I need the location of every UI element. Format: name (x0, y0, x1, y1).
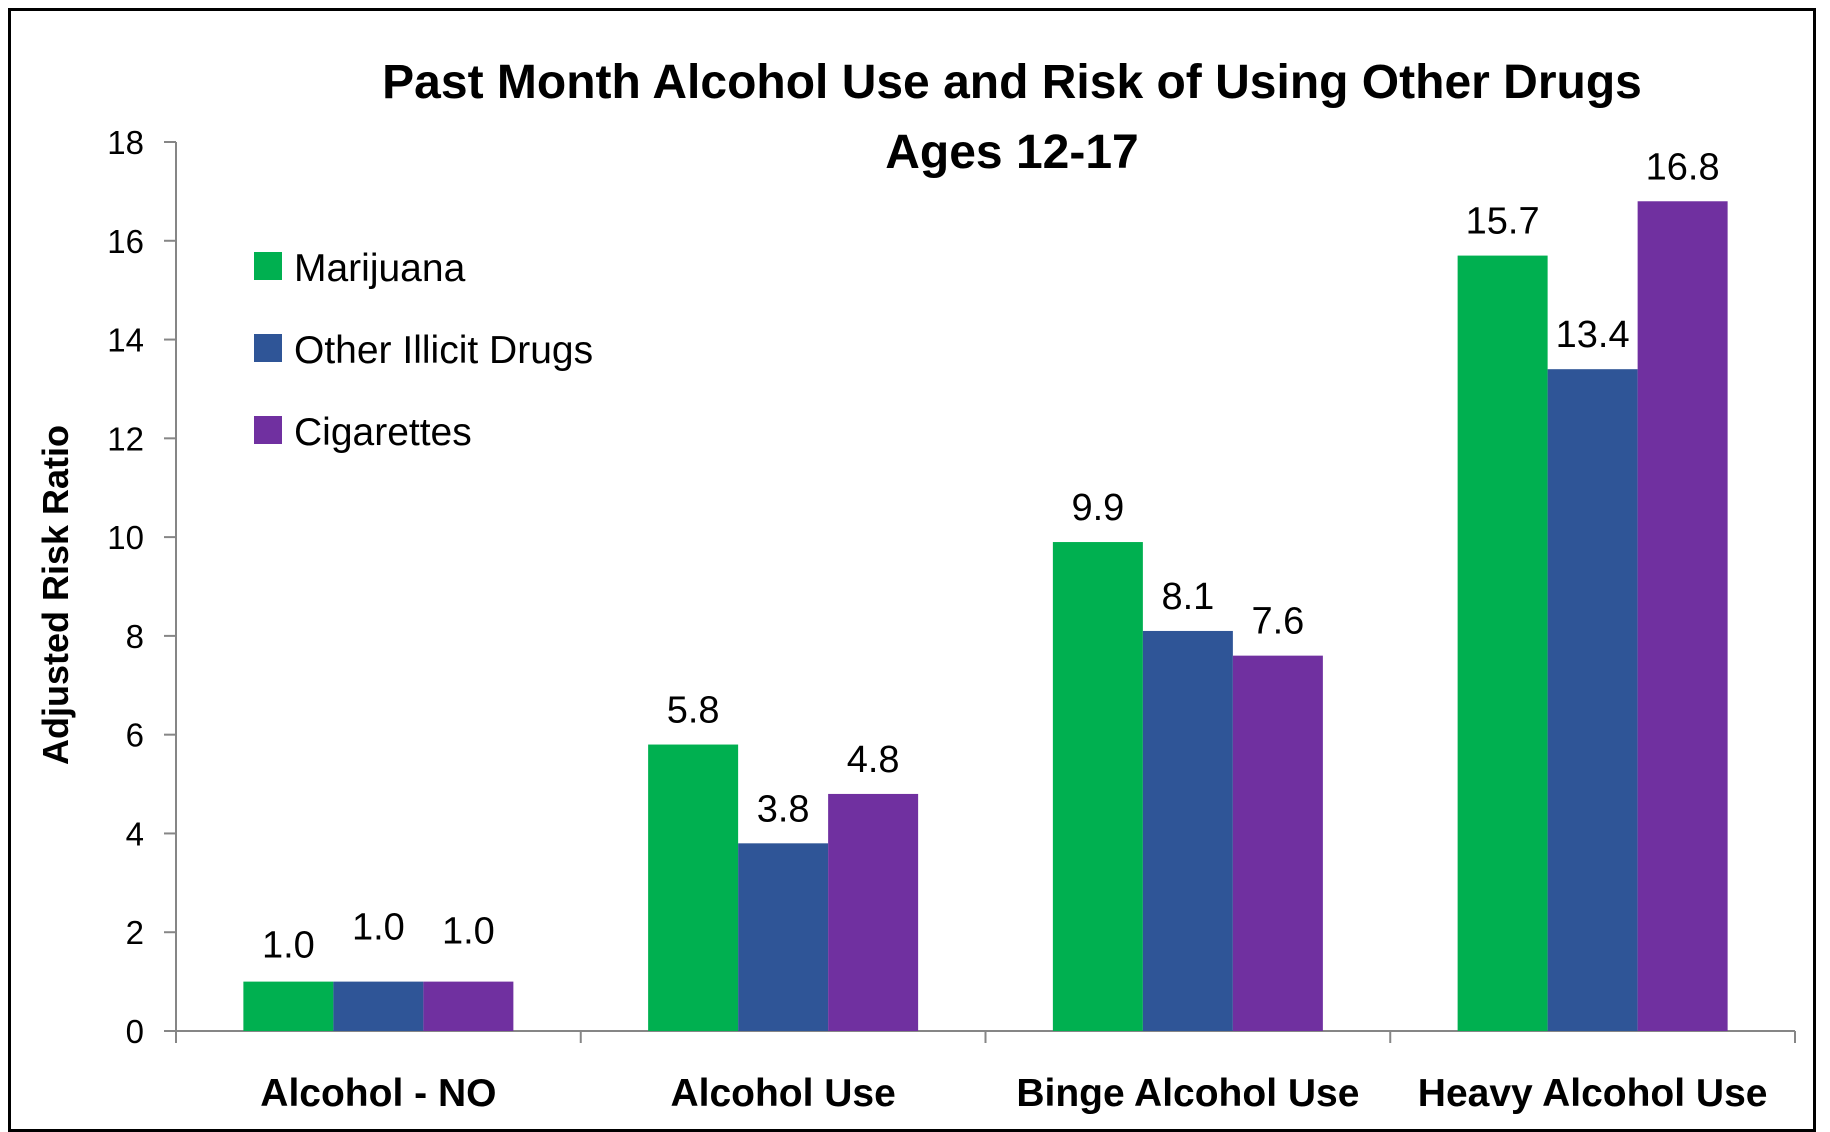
bar-marijuana (1457, 255, 1548, 1031)
bar-other-illicit-drugs (1142, 630, 1233, 1031)
y-tick-label: 8 (126, 618, 144, 655)
data-label: 16.8 (1646, 146, 1720, 188)
legend-label: Other Illicit Drugs (294, 329, 593, 372)
axes: 0 2 4 6 8 10 12 14 16 18 Alcohol - NO Alcohol Use Bi… (107, 124, 1796, 1115)
data-label: 3.8 (757, 788, 810, 830)
legend-swatch-other-illicit-drugs (254, 334, 282, 362)
legend-label: Cigarettes (294, 411, 472, 454)
legend: Marijuana Other Illicit Drugs Cigarettes (254, 247, 593, 454)
bar-cigarettes (1232, 655, 1323, 1031)
y-tick-label: 0 (126, 1013, 144, 1050)
data-label: 7.6 (1251, 601, 1304, 643)
bar-other-illicit-drugs (1547, 369, 1638, 1031)
bar-marijuana (243, 981, 334, 1031)
data-label: 15.7 (1466, 201, 1540, 243)
x-category-label: Alcohol - NO (260, 1072, 496, 1115)
bars-group (243, 201, 1728, 1031)
data-label: 1.0 (442, 911, 495, 953)
legend-swatch-marijuana (254, 252, 282, 280)
y-tick-label: 2 (126, 914, 144, 951)
legend-swatch-cigarettes (254, 416, 282, 444)
y-tick-label: 14 (107, 322, 144, 359)
data-label: 13.4 (1556, 314, 1630, 356)
x-category-label: Binge Alcohol Use (1016, 1072, 1359, 1115)
y-tick-label: 4 (126, 815, 144, 852)
data-label: 4.8 (847, 739, 900, 781)
legend-label: Marijuana (294, 247, 466, 290)
data-label: 8.1 (1161, 576, 1214, 618)
y-tick-label: 18 (107, 124, 144, 161)
bar-cigarettes (828, 793, 919, 1031)
chart-title: Past Month Alcohol Use and Risk of Using… (382, 56, 1642, 109)
y-tick-label: 10 (107, 519, 144, 556)
bar-cigarettes (423, 981, 514, 1031)
y-tick-label: 12 (107, 420, 144, 457)
data-label: 5.8 (667, 690, 720, 732)
y-tick-label: 16 (107, 223, 144, 260)
data-label: 1.0 (352, 907, 405, 949)
data-label: 1.0 (262, 925, 315, 967)
y-tick-label: 6 (126, 717, 144, 754)
x-category-label: Alcohol Use (670, 1072, 895, 1115)
y-axis-title: Adjusted Risk Ratio (35, 425, 76, 765)
bar-marijuana (1052, 542, 1143, 1031)
x-category-label: Heavy Alcohol Use (1418, 1072, 1768, 1115)
data-labels-group: 1.0 1.0 1.0 5.8 3.8 4.8 9.9 8.1 7.6 15.7 13.4 16.8 (262, 146, 1720, 966)
bar-other-illicit-drugs (333, 981, 424, 1031)
bar-other-illicit-drugs (738, 843, 829, 1031)
bar-marijuana (648, 744, 739, 1031)
chart-subtitle: Ages 12-17 (885, 126, 1138, 179)
data-label: 9.9 (1071, 487, 1124, 529)
bar-cigarettes (1637, 201, 1728, 1031)
